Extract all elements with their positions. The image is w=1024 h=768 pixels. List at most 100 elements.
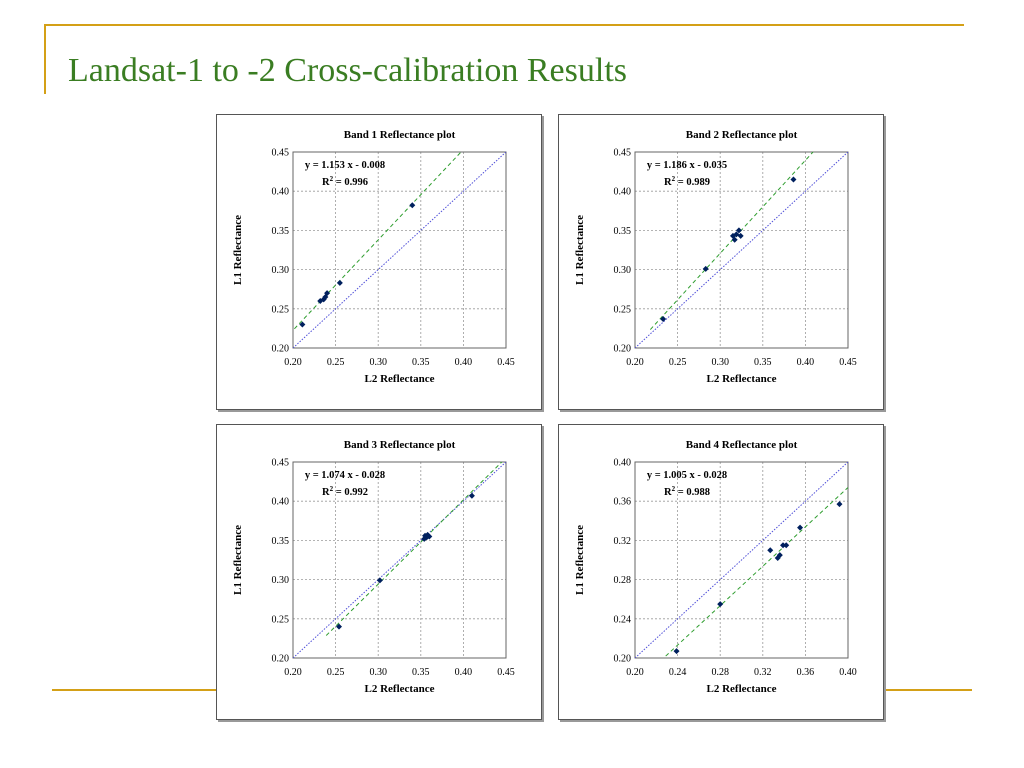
band2-reflectance-chart: Band 2 Reflectance plot 0.20 0.25 0.30 0.35 0… (574, 129, 857, 385)
r-squared-label: R2 = 0.989 (664, 175, 710, 188)
r-squared-symbol: R (664, 177, 672, 188)
regression-equation: y = 1.074 x - 0.028 (305, 470, 385, 481)
band1-chart-panel: Band 1 Reflectance plot 0.20 0.25 0.30 0.35 0… (216, 114, 542, 410)
y-tick-label: 0.30 (614, 265, 632, 276)
y-tick-label: 0.25 (272, 304, 290, 315)
title-top-rule (44, 24, 964, 26)
y-tick-label: 0.45 (614, 148, 632, 159)
y-tick-label: 0.25 (272, 614, 290, 625)
regression-fit-line (325, 462, 503, 636)
data-point (774, 555, 781, 562)
x-tick-label: 0.25 (327, 357, 345, 368)
r-squared-symbol: R (664, 487, 672, 498)
data-point (731, 236, 738, 243)
y-tick-label: 0.25 (614, 304, 632, 315)
x-tick-label: 0.25 (327, 667, 345, 678)
data-point (790, 176, 797, 183)
y-tick-label: 0.45 (272, 148, 290, 159)
data-point (409, 202, 416, 209)
data-point (783, 542, 790, 549)
x-tick-label: 0.36 (797, 667, 815, 678)
x-tick-label: 0.35 (412, 667, 430, 678)
data-point (468, 492, 475, 499)
x-tick-label: 0.40 (455, 357, 473, 368)
r-squared-symbol: R (322, 487, 330, 498)
x-tick-label: 0.40 (455, 667, 473, 678)
r-squared-label: R2 = 0.996 (322, 175, 368, 188)
data-point (299, 321, 306, 328)
regression-equation: y = 1.005 x - 0.028 (647, 470, 727, 481)
y-tick-label: 0.40 (614, 458, 632, 469)
band1-reflectance-chart: Band 1 Reflectance plot 0.20 0.25 0.30 0.35 0… (232, 129, 515, 385)
data-point (717, 601, 724, 608)
x-tick-label: 0.40 (839, 667, 857, 678)
band4-chart-panel: Band 4 Reflectance plot 0.20 0.24 0.28 0.32 0… (558, 424, 884, 720)
y-axis-label: L1 Reflectance (574, 215, 586, 285)
chart-title: Band 3 Reflectance plot (344, 439, 456, 451)
data-point (336, 279, 343, 286)
y-tick-label: 0.20 (272, 344, 290, 355)
footer-rule-left (52, 689, 216, 691)
regression-fit-line (662, 487, 848, 658)
x-tick-label: 0.20 (626, 357, 644, 368)
data-point (733, 231, 740, 238)
x-tick-label: 0.45 (497, 357, 515, 368)
x-tick-label: 0.35 (412, 357, 430, 368)
plot-area-frame (634, 151, 849, 349)
x-tick-label: 0.25 (669, 357, 687, 368)
reference-lines (635, 152, 848, 348)
data-point (423, 534, 430, 541)
one-to-one-line (293, 152, 506, 348)
data-point (776, 552, 783, 559)
data-point (673, 648, 680, 655)
y-tick-label: 0.40 (272, 497, 290, 508)
y-tick-label: 0.28 (614, 575, 632, 586)
y-axis-label: L1 Reflectance (574, 525, 586, 595)
chart-title: Band 2 Reflectance plot (686, 129, 798, 141)
r-squared-label: R2 = 0.992 (322, 485, 368, 498)
footer-rule-right (886, 689, 972, 691)
x-tick-label: 0.30 (369, 667, 387, 678)
x-axis-label: L2 Reflectance (707, 373, 777, 385)
y-tick-label: 0.40 (272, 187, 290, 198)
y-tick-label: 0.35 (272, 536, 290, 547)
data-point (780, 542, 787, 549)
one-to-one-line (635, 462, 848, 658)
plot-area-frame (292, 151, 507, 349)
data-point (322, 294, 329, 301)
y-tick-label: 0.32 (614, 536, 632, 547)
data-point (660, 315, 667, 322)
band3-reflectance-chart: Band 3 Reflectance plot 0.20 0.25 0.30 0.35 0… (232, 439, 515, 695)
x-tick-label: 0.30 (369, 357, 387, 368)
r-squared-superscript: 2 (330, 485, 334, 493)
y-tick-label: 0.20 (272, 654, 290, 665)
y-tick-label: 0.35 (614, 226, 632, 237)
slide-title: Landsat-1 to -2 Cross-calibration Result… (68, 52, 628, 89)
data-point (336, 623, 343, 630)
x-axis-label: L2 Reflectance (707, 683, 777, 695)
y-tick-label: 0.20 (614, 344, 632, 355)
data-point (836, 501, 843, 508)
x-axis-label: L2 Reflectance (365, 373, 435, 385)
x-tick-label: 0.32 (754, 667, 772, 678)
chart-title: Band 4 Reflectance plot (686, 439, 798, 451)
data-point (324, 290, 331, 297)
r-squared-superscript: 2 (330, 175, 334, 183)
r-squared-label: R2 = 0.988 (664, 485, 710, 498)
plot-area-frame (634, 461, 849, 659)
band3-chart-panel: Band 3 Reflectance plot 0.20 0.25 0.30 0.35 0… (216, 424, 542, 720)
x-tick-label: 0.30 (711, 357, 729, 368)
y-tick-label: 0.35 (272, 226, 290, 237)
one-to-one-line (635, 152, 848, 348)
y-tick-label: 0.40 (614, 187, 632, 198)
y-tick-label: 0.30 (272, 575, 290, 586)
x-tick-label: 0.20 (626, 667, 644, 678)
y-axis-label: L1 Reflectance (232, 525, 244, 595)
x-tick-label: 0.40 (797, 357, 815, 368)
regression-equation: y = 1.153 x - 0.008 (305, 160, 385, 171)
r-squared-superscript: 2 (672, 175, 676, 183)
reference-lines (293, 152, 506, 348)
reference-lines (635, 462, 848, 658)
x-tick-label: 0.20 (284, 357, 302, 368)
x-axis-label: L2 Reflectance (365, 683, 435, 695)
